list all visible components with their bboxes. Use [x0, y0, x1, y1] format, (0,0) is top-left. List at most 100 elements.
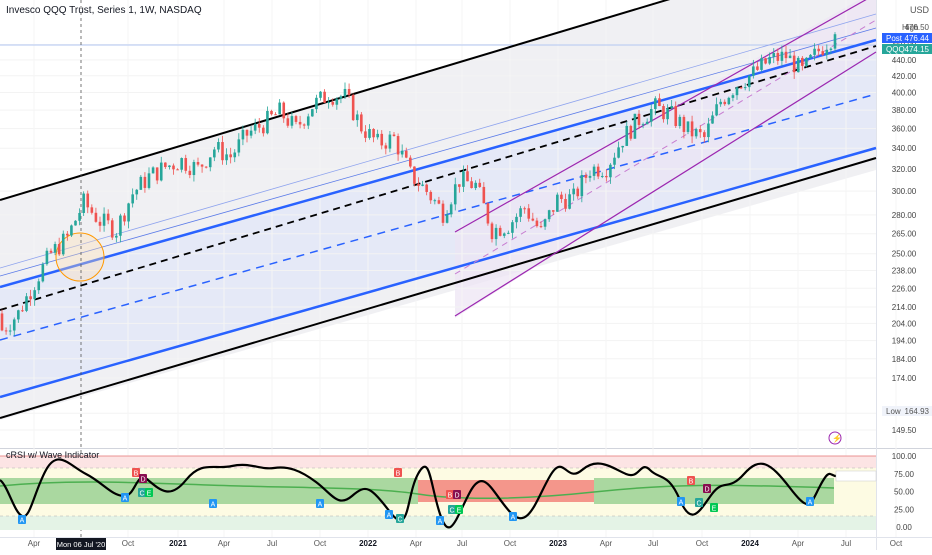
- candle-body: [466, 171, 469, 182]
- candle-body: [270, 110, 273, 115]
- candle-body: [196, 162, 200, 165]
- chart-title: Invesco QQQ Trust, Series 1, 1W, NASDAQ: [6, 5, 202, 16]
- low-value: 164.93: [905, 407, 930, 416]
- purple-channel-lower: [454, 51, 877, 317]
- time-tick-label: 2023: [549, 539, 567, 548]
- time-tick-label: Jul: [841, 539, 851, 548]
- candle-body: [703, 132, 706, 138]
- candle-body: [188, 170, 192, 176]
- crsi-signal-letter: A: [211, 502, 216, 509]
- candle-body: [151, 167, 155, 174]
- candle-body: [429, 191, 433, 201]
- candle-body: [237, 139, 241, 153]
- candle-body: [482, 186, 486, 204]
- candle-body: [298, 121, 302, 125]
- candle-body: [110, 220, 114, 238]
- candle-body: [715, 104, 718, 116]
- candle-body: [437, 200, 441, 204]
- time-tick-label: Apr: [600, 539, 613, 548]
- price-tick-label: 380.00: [892, 106, 917, 115]
- purple-channel-upper: [454, 0, 867, 233]
- price-tick-label: 238.00: [892, 267, 917, 276]
- crsi-signal-badge: [139, 474, 147, 483]
- post-badge-label: Post: [886, 34, 903, 43]
- indicator-tick-label: 50.00: [894, 488, 915, 497]
- candle-body: [155, 167, 159, 181]
- candle-body: [253, 124, 257, 131]
- crsi-signal-badge: [316, 499, 324, 508]
- candle-body: [764, 58, 767, 64]
- candle-body: [772, 52, 776, 58]
- candle-body: [57, 244, 61, 255]
- candle-body: [576, 188, 580, 197]
- crsi-signal-letter: C: [397, 517, 402, 524]
- candle-body: [327, 101, 330, 103]
- crsi-signal-letter: A: [438, 519, 443, 526]
- candle-body: [164, 162, 167, 168]
- candle-body: [564, 199, 567, 209]
- candle-body: [682, 116, 686, 132]
- price-tick-label: 320.00: [892, 165, 917, 174]
- candle-body: [727, 97, 731, 105]
- crsi-signal-letter: B: [689, 479, 694, 486]
- price-tick-label: 149.50: [892, 426, 917, 435]
- candle-body: [233, 152, 237, 158]
- candle-body: [829, 48, 833, 50]
- thin-blue-upper-2: [0, 13, 877, 269]
- candle-body: [192, 162, 196, 176]
- crsi-signal-badge: [677, 497, 685, 506]
- candle-body: [274, 114, 277, 116]
- candle-body: [21, 310, 24, 312]
- candle-body: [217, 142, 220, 150]
- candle-body: [229, 154, 232, 158]
- price-tick-label: 250.00: [892, 250, 917, 259]
- candle-body: [82, 193, 85, 213]
- price-tick-label: 300.00: [892, 187, 917, 196]
- candle-body: [147, 173, 151, 188]
- candle-body: [662, 106, 665, 120]
- lightning-glyph: ⚡: [832, 433, 842, 443]
- crsi-signal-letter: A: [808, 500, 813, 507]
- time-tick-label: 2022: [359, 539, 377, 548]
- crsi-signal-badge: [394, 468, 402, 477]
- candle-body: [331, 101, 335, 105]
- candle-body: [376, 133, 379, 138]
- candle-body: [17, 310, 20, 320]
- candle-body: [796, 57, 800, 73]
- candle-body: [131, 194, 134, 204]
- candle-body: [306, 116, 310, 126]
- lightning-icon[interactable]: [828, 431, 842, 445]
- candle-body: [115, 235, 118, 238]
- candle-body: [282, 102, 286, 119]
- time-tick-label: Jul: [457, 539, 467, 548]
- time-axis[interactable]: Apr Oct 2021 Apr Jul Oct 2022 Apr Jul Oct 2023 Apr J…: [28, 538, 903, 550]
- candle-body: [507, 232, 510, 234]
- candle-body: [323, 91, 326, 103]
- price-tick-label: 420.00: [892, 72, 917, 81]
- candle-body: [278, 102, 281, 115]
- crsi-signal-badge: [446, 490, 454, 499]
- blue-channel-lower: [0, 146, 877, 399]
- high-label: High: [902, 23, 918, 32]
- candle-body: [61, 233, 65, 255]
- candle-body: [70, 225, 73, 236]
- candle-body: [368, 128, 371, 138]
- candle-body: [433, 200, 437, 202]
- candle-body: [584, 175, 588, 178]
- candle-body: [453, 184, 457, 205]
- candle-body: [723, 101, 727, 105]
- currency-label: USD: [910, 5, 930, 15]
- candle-body: [372, 128, 375, 138]
- candle-body: [833, 34, 837, 49]
- candle-body: [249, 130, 253, 136]
- candle-body: [458, 184, 461, 187]
- candle-body: [119, 215, 122, 236]
- candle-body: [319, 91, 322, 98]
- crsi-signal-badge: [132, 468, 140, 477]
- candle-body: [445, 214, 449, 223]
- candle-body: [245, 129, 249, 136]
- candle-body: [523, 208, 526, 210]
- candle-body: [519, 208, 522, 217]
